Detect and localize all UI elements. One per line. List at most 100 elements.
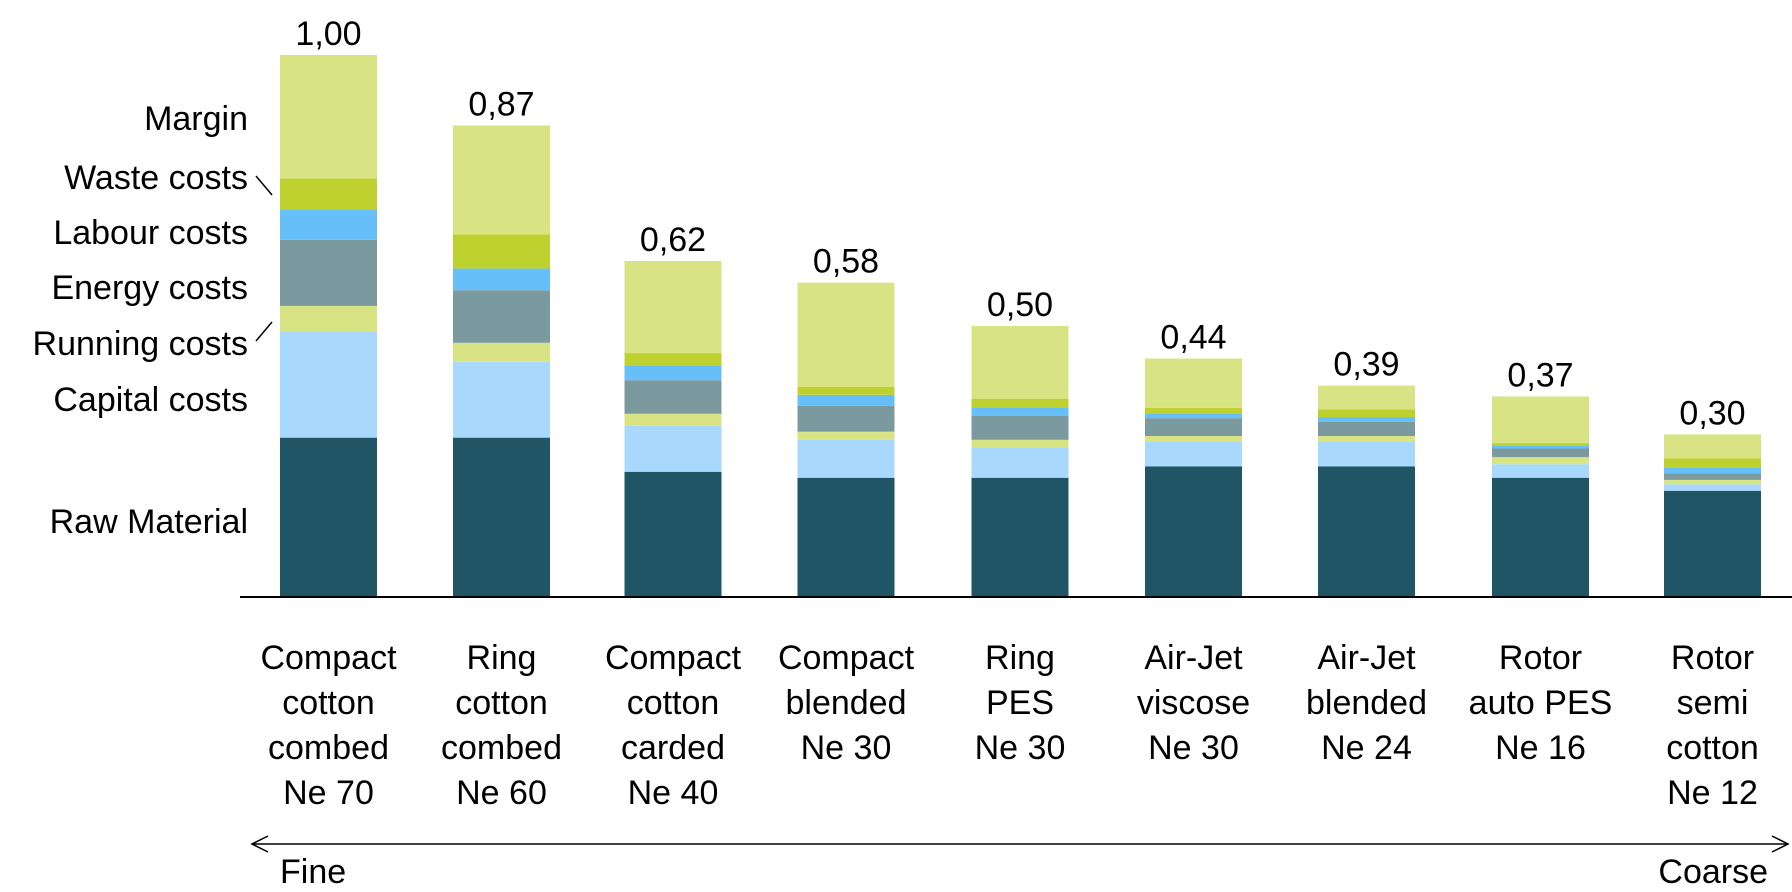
bar-segment-margin-5 xyxy=(971,326,1069,399)
bar-segment-waste-costs-2 xyxy=(453,234,550,269)
bar-segment-raw-material-6 xyxy=(1145,466,1242,597)
bar-segment-energy-costs-5 xyxy=(971,415,1069,440)
legend-label-capital-costs: Capital costs xyxy=(53,381,248,419)
bar-segment-waste-costs-7 xyxy=(1318,409,1415,418)
legend-label-labour-costs: Labour costs xyxy=(53,214,248,252)
bar-segment-waste-costs-9 xyxy=(1664,458,1761,469)
bar-segment-raw-material-5 xyxy=(971,477,1069,597)
category-label-6: Air-Jet viscose Ne 30 xyxy=(1119,636,1269,771)
bar-segment-running-costs-2 xyxy=(453,342,550,362)
category-label-line: Air-Jet xyxy=(1144,639,1243,677)
category-label-2: Ring cotton combed Ne 60 xyxy=(427,636,577,816)
bar-segment-labour-costs-7 xyxy=(1318,417,1415,422)
bar-segment-energy-costs-6 xyxy=(1145,418,1242,437)
legend-label-waste-costs: Waste costs xyxy=(64,159,248,197)
category-label-line: cotton xyxy=(1666,729,1759,767)
total-value-label-3: 0,62 xyxy=(640,221,706,259)
bars-group xyxy=(280,55,1761,597)
bar-segment-margin-1 xyxy=(280,55,377,179)
category-label-line: Ne 60 xyxy=(456,774,547,812)
bar-segment-running-costs-6 xyxy=(1145,436,1242,442)
bar-segment-raw-material-8 xyxy=(1492,477,1589,597)
category-label-line: semi xyxy=(1676,684,1749,722)
total-labels-group: 1,00 0,87 0,62 0,58 0,50 0,44 0,39 0,37 0,30 xyxy=(295,15,1745,432)
bar-segment-margin-7 xyxy=(1318,385,1415,410)
category-label-line: blended xyxy=(785,684,907,722)
bar-segment-waste-costs-4 xyxy=(797,386,895,395)
legend-label-running-costs: Running costs xyxy=(32,325,248,363)
bar-segment-margin-3 xyxy=(624,260,722,354)
bar-segment-waste-costs-6 xyxy=(1145,407,1242,414)
bar-segment-waste-costs-1 xyxy=(280,178,377,211)
category-label-line: Ne 12 xyxy=(1667,774,1758,812)
bar-segment-energy-costs-8 xyxy=(1492,448,1589,458)
bar-segment-margin-6 xyxy=(1145,358,1242,408)
bar-segment-running-costs-3 xyxy=(624,413,722,426)
category-label-line: cotton xyxy=(282,684,375,722)
bar-segment-capital-costs-8 xyxy=(1492,464,1589,478)
bar-segment-raw-material-2 xyxy=(453,437,550,597)
bar-segment-labour-costs-3 xyxy=(624,365,722,381)
bar-segment-margin-8 xyxy=(1492,396,1589,444)
category-label-line: Compact xyxy=(260,639,397,677)
category-label-line: Ne 30 xyxy=(974,729,1066,767)
bar-segment-energy-costs-7 xyxy=(1318,421,1415,437)
bar-segment-labour-costs-2 xyxy=(453,268,550,291)
category-label-line: combed xyxy=(441,729,562,767)
bar-segment-waste-costs-8 xyxy=(1492,443,1589,446)
total-value-label-4: 0,58 xyxy=(813,243,879,281)
total-value-label-1: 1,00 xyxy=(295,15,361,53)
bar-segment-labour-costs-9 xyxy=(1664,468,1761,474)
bar-segment-labour-costs-5 xyxy=(971,407,1069,416)
bar-segment-capital-costs-4 xyxy=(797,439,895,478)
bar-segment-labour-costs-4 xyxy=(797,394,895,406)
fine-label: Fine xyxy=(280,853,347,891)
bar-segment-raw-material-3 xyxy=(624,471,722,597)
category-label-line: Ne 30 xyxy=(1148,729,1239,767)
bar-segment-labour-costs-8 xyxy=(1492,445,1589,449)
category-label-line: Air-Jet xyxy=(1317,639,1416,677)
running-costs-leader-line xyxy=(255,321,273,342)
category-label-5: Ring PES Ne 30 xyxy=(945,636,1095,771)
category-label-3: Compact cotton carded Ne 40 xyxy=(598,636,748,816)
total-value-label-2: 0,87 xyxy=(468,85,534,123)
category-label-line: viscose xyxy=(1136,684,1251,722)
bar-segment-capital-costs-9 xyxy=(1664,484,1761,491)
total-value-label-5: 0,50 xyxy=(987,286,1053,324)
total-value-label-6: 0,44 xyxy=(1160,319,1226,357)
legend-label-margin: Margin xyxy=(144,100,248,138)
bar-segment-labour-costs-1 xyxy=(280,210,377,240)
category-label-line: auto PES xyxy=(1468,684,1613,722)
coarse-label: Coarse xyxy=(1658,853,1768,891)
category-label-line: Ring xyxy=(985,639,1055,677)
category-label-line: blended xyxy=(1305,684,1427,722)
bar-segment-capital-costs-1 xyxy=(280,331,377,438)
category-label-9: Rotor semi cotton Ne 12 xyxy=(1638,636,1788,816)
bar-segment-raw-material-7 xyxy=(1318,466,1415,597)
bar-segment-energy-costs-1 xyxy=(280,239,377,306)
bar-segment-raw-material-1 xyxy=(280,437,377,597)
category-label-8: Rotor auto PES Ne 16 xyxy=(1466,636,1616,771)
bar-segment-energy-costs-2 xyxy=(453,290,550,343)
legend-label-energy-costs: Energy costs xyxy=(51,269,248,307)
bar-segment-capital-costs-7 xyxy=(1318,441,1415,467)
category-label-line: cotton xyxy=(455,684,548,722)
category-label-line: Ne 24 xyxy=(1321,729,1412,767)
bar-segment-margin-2 xyxy=(453,125,550,235)
bar-segment-running-costs-1 xyxy=(280,305,377,332)
category-label-1: Compact cotton combed Ne 70 xyxy=(254,636,404,816)
category-label-line: Ne 16 xyxy=(1495,729,1586,767)
category-label-line: cotton xyxy=(626,684,720,722)
category-label-4: Compact blended Ne 30 xyxy=(771,636,921,771)
bar-segment-running-costs-8 xyxy=(1492,457,1589,465)
category-label-line: Ne 40 xyxy=(627,774,719,812)
bar-segment-energy-costs-3 xyxy=(624,380,722,414)
bar-segment-energy-costs-4 xyxy=(797,405,895,432)
bar-segment-waste-costs-5 xyxy=(971,398,1069,408)
category-label-line: PES xyxy=(985,684,1055,722)
total-value-label-8: 0,37 xyxy=(1507,356,1573,394)
category-label-line: Rotor xyxy=(1670,639,1755,677)
bar-segment-labour-costs-6 xyxy=(1145,413,1242,419)
legend-label-raw-material: Raw Material xyxy=(49,503,248,541)
